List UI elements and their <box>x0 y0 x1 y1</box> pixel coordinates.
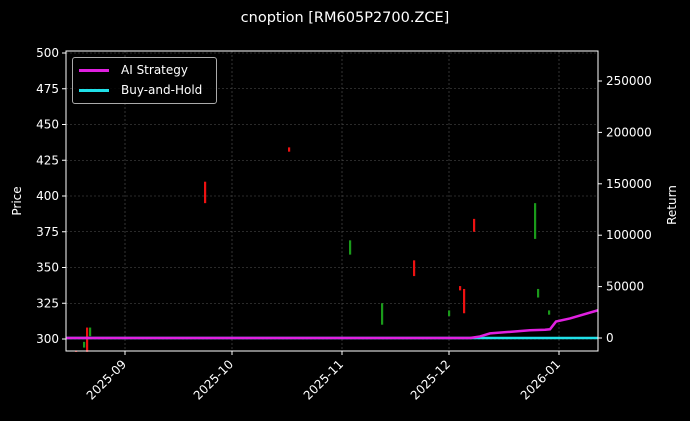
x-tick-label: 2025-11 <box>301 357 346 402</box>
y-axis-label: Price <box>10 186 24 215</box>
ai-strategy-swatch-icon <box>79 68 109 72</box>
y2-tick-label: 100000 <box>606 228 652 242</box>
candle <box>86 327 89 352</box>
y-tick-label: 350 <box>36 261 59 275</box>
y-tick-label: 500 <box>36 46 59 60</box>
chart-title: cnoption [RM605P2700.ZCE] <box>240 10 450 26</box>
ai-strategy-line <box>66 309 599 340</box>
x-tick-label: 2025-09 <box>84 357 129 402</box>
y2-tick-label: 50000 <box>606 280 644 294</box>
y-tick-label: 325 <box>36 296 59 310</box>
candle <box>537 288 540 298</box>
y-tick-label: 300 <box>36 332 59 346</box>
y2-tick-label: 150000 <box>606 177 652 191</box>
candle <box>548 310 551 315</box>
y2-tick-label: 0 <box>606 331 614 345</box>
y2-tick-label: 200000 <box>606 125 652 139</box>
x-tick-label: 2025-10 <box>191 357 236 402</box>
y2-tick-label: 250000 <box>606 74 652 88</box>
candle <box>463 288 466 314</box>
legend-label-bh: Buy-and-Hold <box>121 83 203 97</box>
buy-hold-swatch-icon <box>79 88 109 92</box>
y-tick-label: 450 <box>36 118 59 132</box>
candle <box>349 240 352 255</box>
candle <box>459 286 462 291</box>
candle <box>83 341 86 348</box>
y-tick-label: 475 <box>36 82 59 96</box>
candle <box>448 310 451 317</box>
legend-item-bh: Buy-and-Hold <box>79 81 202 99</box>
x-tick-label: 2026-01 <box>518 357 563 402</box>
y-tick-label: 425 <box>36 153 59 167</box>
candle <box>204 181 207 204</box>
candle <box>89 327 92 337</box>
legend: AI Strategy Buy-and-Hold <box>72 57 217 104</box>
plot-frame <box>65 50 599 352</box>
candle <box>288 147 291 152</box>
x-tick-label: 2025-12 <box>408 357 453 402</box>
y-tick-label: 400 <box>36 189 59 203</box>
candle <box>413 260 416 277</box>
y2-axis-label: Return <box>665 185 679 225</box>
candle <box>381 303 384 325</box>
candle <box>534 203 537 239</box>
legend-label-ai: AI Strategy <box>121 63 188 77</box>
candle <box>473 218 476 232</box>
legend-item-ai: AI Strategy <box>79 61 188 79</box>
y-tick-label: 375 <box>36 225 59 239</box>
